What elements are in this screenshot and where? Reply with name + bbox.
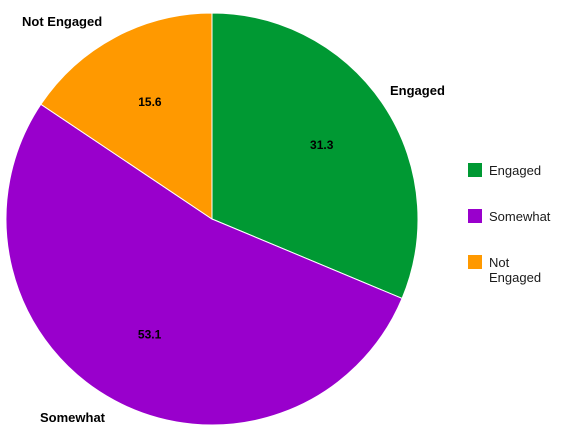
pie-slice-somewhat [5, 103, 403, 426]
pie-slices [5, 12, 419, 426]
category-label-engaged: Engaged [390, 83, 445, 98]
legend-swatch-engaged [468, 163, 482, 177]
pie-slice-engaged [211, 12, 419, 300]
legend-swatch-somewhat [468, 209, 482, 223]
legend-label-engaged: Engaged [489, 163, 541, 178]
category-label-somewhat: Somewhat [40, 410, 106, 425]
legend-label-somewhat: Somewhat [489, 209, 551, 224]
pie-outer-labels: Engaged Somewhat Not Engaged [22, 14, 445, 425]
chart-legend: Engaged Somewhat Not Engaged [468, 163, 551, 285]
legend-label-not-engaged: Not Engaged [489, 255, 541, 285]
category-label-not-engaged: Not Engaged [22, 14, 102, 29]
pie-slice-not-engaged [40, 12, 213, 220]
data-label-somewhat: 53.1 [138, 327, 162, 341]
data-label-engaged: 31.3 [310, 138, 334, 152]
pie-value-labels: 31.3 53.1 15.6 [138, 95, 334, 341]
data-label-not-engaged: 15.6 [138, 95, 162, 109]
legend-swatch-not-engaged [468, 255, 482, 269]
